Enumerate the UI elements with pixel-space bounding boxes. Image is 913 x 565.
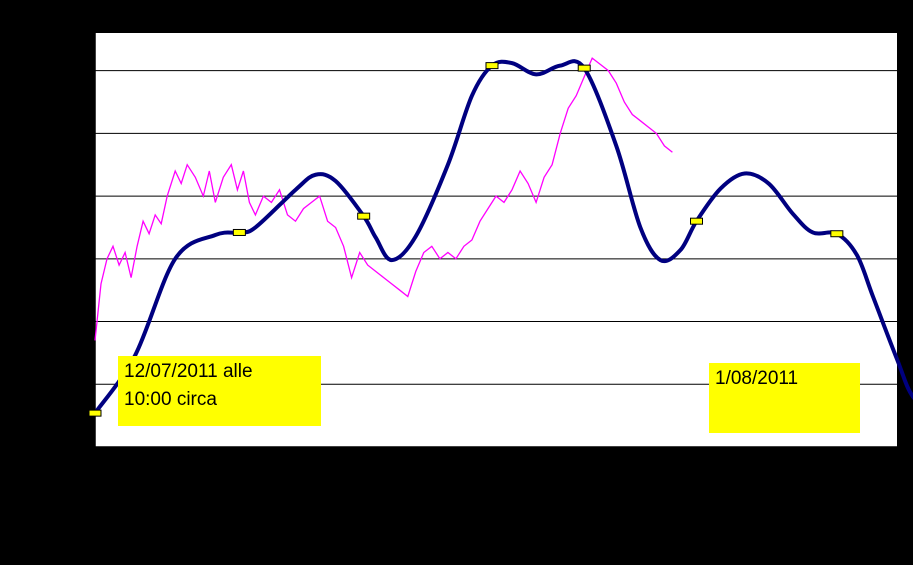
x-tick-label: 11.30.00 bbox=[206, 459, 226, 528]
curve-marker bbox=[88, 409, 102, 417]
x-tick-label: 15.15.00 bbox=[287, 459, 307, 529]
x-tick-label: 9.30.00 bbox=[808, 459, 828, 519]
x-tick-label: 15.45.00 bbox=[567, 459, 587, 529]
y-tick-label: 17200 bbox=[37, 375, 87, 395]
annotation-line: 10:00 circa bbox=[124, 389, 217, 410]
y-tick-label: 18200 bbox=[37, 250, 87, 270]
curve-marker bbox=[830, 230, 844, 238]
x-tick-label: 12.45.00 bbox=[327, 459, 347, 529]
x-tick-label: 14.00.00 bbox=[447, 459, 467, 529]
curve-marker bbox=[577, 64, 591, 72]
curve-marker bbox=[232, 228, 246, 236]
curve-marker bbox=[485, 62, 499, 70]
y-tick-label: 18700 bbox=[37, 187, 87, 207]
x-tick-label: 10.45.00 bbox=[647, 459, 667, 529]
x-tick-label: 9.30.00 bbox=[527, 459, 547, 519]
x-tick-label: 16.30.00 bbox=[126, 459, 146, 529]
x-tick-label: 14.00.00 bbox=[166, 459, 186, 529]
annotation-end-date: 1/08/2011 bbox=[709, 363, 860, 433]
annotation-start-date: 12/07/2011 alle 10:00 circa bbox=[118, 356, 321, 426]
y-tick-label: 16700 bbox=[37, 438, 87, 458]
x-tick-label: 17.00.00 bbox=[688, 459, 708, 529]
y-tick-label: 19700 bbox=[37, 62, 87, 82]
curve-marker bbox=[357, 212, 371, 220]
annotation-line: 1/08/2011 bbox=[715, 368, 799, 389]
x-tick-label: 11.30.00 bbox=[487, 459, 507, 528]
y-tick-label: 17700 bbox=[37, 313, 87, 333]
x-tick-label: 13.15.00 bbox=[607, 459, 627, 529]
forecast-curve-line bbox=[93, 59, 913, 416]
x-tick-label: 10.15.00 bbox=[86, 459, 106, 529]
x-tick-label: 12.00.00 bbox=[768, 459, 788, 529]
x-tick-label: 14.30.00 bbox=[728, 459, 748, 529]
annotation-line: 12/07/2011 alle bbox=[124, 361, 253, 382]
x-tick-label: 17.45.00 bbox=[246, 459, 266, 529]
curve-marker bbox=[690, 217, 703, 225]
x-tick-label: 16.30.00 bbox=[407, 459, 427, 529]
x-tick-label: 10.15.00 bbox=[367, 459, 387, 529]
price-series-line bbox=[94, 57, 673, 341]
y-tick-label: 19200 bbox=[37, 124, 87, 144]
x-tick-label: 13.15.00 bbox=[888, 459, 908, 529]
x-tick-label: 15.45.00 bbox=[848, 459, 868, 529]
